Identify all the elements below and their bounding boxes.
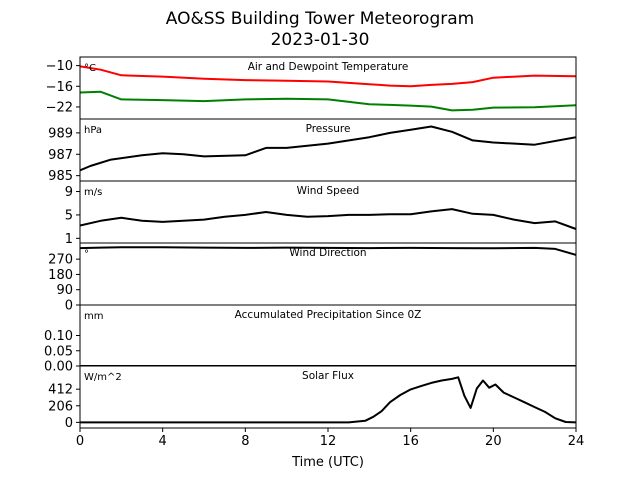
y-tick-label: 9	[65, 185, 73, 200]
y-tick-label: 1	[65, 232, 73, 247]
panel-wind_speed: 1 5 9 m/s Wind Speed	[65, 180, 577, 247]
y-tick-label: 987	[48, 148, 73, 163]
y-tick-label: 0	[65, 416, 73, 431]
panel-unit-label: m/s	[84, 187, 102, 198]
y-tick-label: −22	[46, 100, 73, 115]
panel-unit-label: hPa	[84, 125, 102, 136]
series-line-wind_direction-0	[80, 246, 576, 256]
y-tick-label: 5	[65, 208, 73, 223]
panel-temperature: −10 −16 −22 °C Air and Dewpoint Temperature	[46, 56, 577, 120]
figure-title-line2: 2023-01-30	[271, 30, 370, 50]
figure-title-line1: AO&SS Building Tower Meteorogram	[166, 9, 474, 29]
x-tick-label: 16	[402, 434, 419, 449]
panel-unit-label: °	[84, 249, 89, 260]
x-tick-label: 20	[485, 434, 502, 449]
y-tick-label: 90	[56, 283, 73, 298]
x-axis-label: Time (UTC)	[291, 455, 364, 470]
x-tick-label: 4	[159, 434, 167, 449]
panel-title: Wind Direction	[289, 247, 366, 259]
series-line-pressure-0	[80, 125, 576, 172]
y-tick-label: 0	[65, 299, 73, 314]
y-tick-label: 270	[48, 253, 73, 268]
x-tick-label: 12	[320, 434, 337, 449]
panel-title: Pressure	[306, 123, 351, 135]
series-line-wind_speed-0	[80, 208, 576, 230]
x-tick-label: 8	[241, 434, 249, 449]
y-tick-label: 180	[48, 268, 73, 283]
y-tick-label: 0.10	[44, 329, 73, 344]
y-tick-label: 985	[48, 169, 73, 184]
panel-precipitation: 0.000.050.10 mm Accumulated Precipitation …	[44, 304, 577, 375]
panel-unit-label: W/m^2	[84, 372, 122, 383]
x-tick-label: 24	[568, 434, 585, 449]
panel-title: Solar Flux	[302, 370, 354, 382]
panel-pressure: 985 987 989 hPa Pressure	[48, 118, 577, 184]
series-line-temperature-dewpoint-temperature	[80, 90, 576, 112]
x-axis: 0 4 8 12 16 20 24	[76, 428, 584, 449]
panel-title: Wind Speed	[297, 185, 360, 197]
series-line-temperature-air-temperature	[80, 65, 576, 88]
y-tick-label: −10	[46, 59, 73, 74]
y-tick-label: 0.00	[44, 360, 73, 375]
y-tick-label: 206	[48, 399, 73, 414]
x-tick-label: 0	[76, 434, 84, 449]
panel-unit-label: °C	[84, 63, 96, 74]
y-tick-label: 989	[48, 126, 73, 141]
panel-unit-label: mm	[84, 311, 103, 322]
panel-title: Air and Dewpoint Temperature	[248, 61, 409, 73]
panel-group: −10 −16 −22 °C Air and Dewpoint Temperature 9…	[44, 56, 577, 431]
panel-title: Accumulated Precipitation Since 0Z	[235, 309, 422, 321]
y-tick-label: 412	[48, 383, 73, 398]
y-tick-label: 0.05	[44, 344, 73, 359]
y-tick-label: −16	[46, 80, 73, 95]
series-line-solar_flux-0	[80, 376, 576, 424]
